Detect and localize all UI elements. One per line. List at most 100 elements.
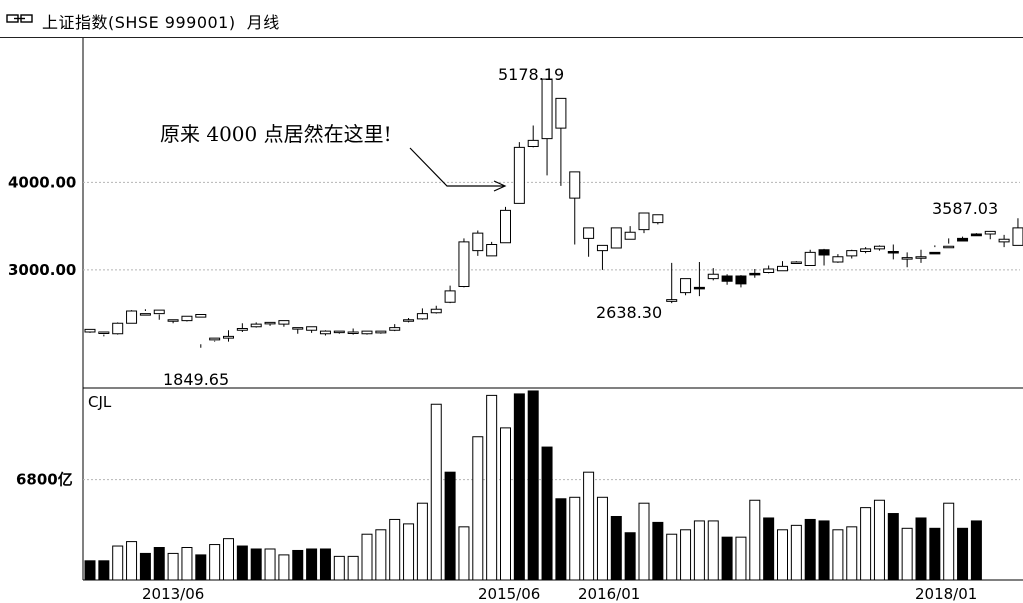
candle-down xyxy=(887,251,899,254)
candle-up xyxy=(583,227,595,239)
grid-lines xyxy=(83,181,1020,481)
volume-bar-up xyxy=(873,499,885,581)
volume-bar-up xyxy=(167,552,179,581)
volume-bar-down xyxy=(915,517,927,581)
volume-bar-down xyxy=(98,560,110,581)
volume-bar-up xyxy=(569,496,581,581)
volume-bar-up xyxy=(375,529,387,581)
volume-bar-up xyxy=(430,403,442,581)
volume-bar-up xyxy=(693,520,705,581)
candle-up xyxy=(680,278,692,294)
x-tick-label: 2018/01 xyxy=(915,585,977,603)
peak-label: 5178.19 xyxy=(498,65,564,84)
candle-up xyxy=(361,330,373,335)
candle-up xyxy=(98,331,110,334)
candle-up xyxy=(389,327,401,331)
volume-bar-up xyxy=(389,518,401,581)
candle-up xyxy=(500,209,511,244)
volume-bar-up xyxy=(333,555,345,581)
candle-up xyxy=(84,328,96,333)
candle-up xyxy=(763,268,775,273)
candle-up xyxy=(610,227,622,249)
volume-bar-up xyxy=(347,555,359,581)
volume-series xyxy=(84,390,982,581)
x-tick-labels: 2013/06 2015/06 2016/01 2018/01 xyxy=(142,585,977,603)
volume-bar-down xyxy=(527,390,539,581)
candle-up xyxy=(984,230,996,235)
volume-bar-down xyxy=(292,549,304,581)
volume-bar-down xyxy=(236,545,248,581)
volume-bar-up xyxy=(638,502,650,581)
candle-up xyxy=(153,309,165,315)
volume-bar-down xyxy=(555,498,567,581)
candle-up xyxy=(624,231,636,240)
volume-bar-up xyxy=(278,554,290,581)
candle-up xyxy=(569,171,581,199)
volume-bar-up xyxy=(901,527,913,581)
volume-bar-up xyxy=(112,545,124,581)
volume-panel-label: CJL xyxy=(88,393,112,411)
chart-title: 上证指数(SHSE 999001) 月线 xyxy=(42,13,280,32)
volume-bar-down xyxy=(513,393,525,581)
callout-text: 原来 4000 点居然在这里! xyxy=(160,122,392,146)
candle-up xyxy=(223,335,234,339)
link-icon xyxy=(6,14,33,23)
candle-up xyxy=(873,245,885,250)
volume-bar-down xyxy=(444,471,456,581)
candle-down xyxy=(929,251,941,255)
price-y-tick-label: 3000.00 xyxy=(8,261,76,279)
x-tick-label: 2016/01 xyxy=(578,585,640,603)
candle-up xyxy=(430,308,442,314)
volume-bar-up xyxy=(500,427,511,581)
low-2016-label: 2638.30 xyxy=(596,303,662,322)
volume-bar-up xyxy=(223,538,234,581)
volume-bar-down xyxy=(763,517,775,581)
volume-bar-up xyxy=(181,547,193,581)
volume-bar-up xyxy=(583,471,595,581)
volume-bar-up xyxy=(416,502,428,581)
candle-up xyxy=(901,257,913,260)
volume-bar-down xyxy=(139,552,151,581)
candle-up xyxy=(250,323,262,328)
candle-up xyxy=(416,313,428,320)
volume-bar-down xyxy=(929,527,941,581)
candle-up xyxy=(915,256,927,259)
candle-up xyxy=(555,97,567,129)
candle-up xyxy=(306,326,318,331)
candle-down xyxy=(721,275,733,282)
volume-bar-up xyxy=(790,524,802,581)
volume-bar-down xyxy=(887,513,899,581)
candle-up xyxy=(209,337,221,341)
candle-up xyxy=(375,330,387,334)
candle-up xyxy=(486,244,498,257)
low-2013-label: 1849.65 xyxy=(163,370,229,389)
volume-bar-up xyxy=(749,499,761,581)
candle-up xyxy=(112,322,124,335)
volume-bar-up xyxy=(209,544,221,581)
volume-bar-down xyxy=(541,446,553,581)
candle-up xyxy=(403,319,415,322)
volume-bar-up xyxy=(860,507,872,581)
volume-bar-down xyxy=(84,560,96,581)
x-tick-label: 2015/06 xyxy=(478,585,540,603)
candle-up xyxy=(264,321,276,325)
volume-bar-down xyxy=(153,547,165,581)
volume-bar-up xyxy=(486,394,498,581)
volume-bar-down xyxy=(250,548,262,581)
volume-bar-up xyxy=(943,502,955,581)
candle-up xyxy=(347,331,359,334)
candle-up xyxy=(278,320,290,325)
candle-up xyxy=(804,251,816,266)
volume-bar-down xyxy=(624,532,636,581)
volume-bar-up xyxy=(361,533,373,581)
volume-bar-up xyxy=(735,536,747,581)
volume-bar-down xyxy=(195,554,207,581)
candle-up xyxy=(1012,227,1023,246)
title-bar: 上证指数(SHSE 999001) 月线 xyxy=(0,0,1023,38)
volume-bar-up xyxy=(596,496,608,581)
volume-y-tick-label: 6800亿 xyxy=(16,471,73,489)
candle-up xyxy=(139,313,151,316)
candle-up xyxy=(666,299,678,302)
volume-bar-up xyxy=(777,529,788,581)
volume-bar-up xyxy=(832,529,844,581)
